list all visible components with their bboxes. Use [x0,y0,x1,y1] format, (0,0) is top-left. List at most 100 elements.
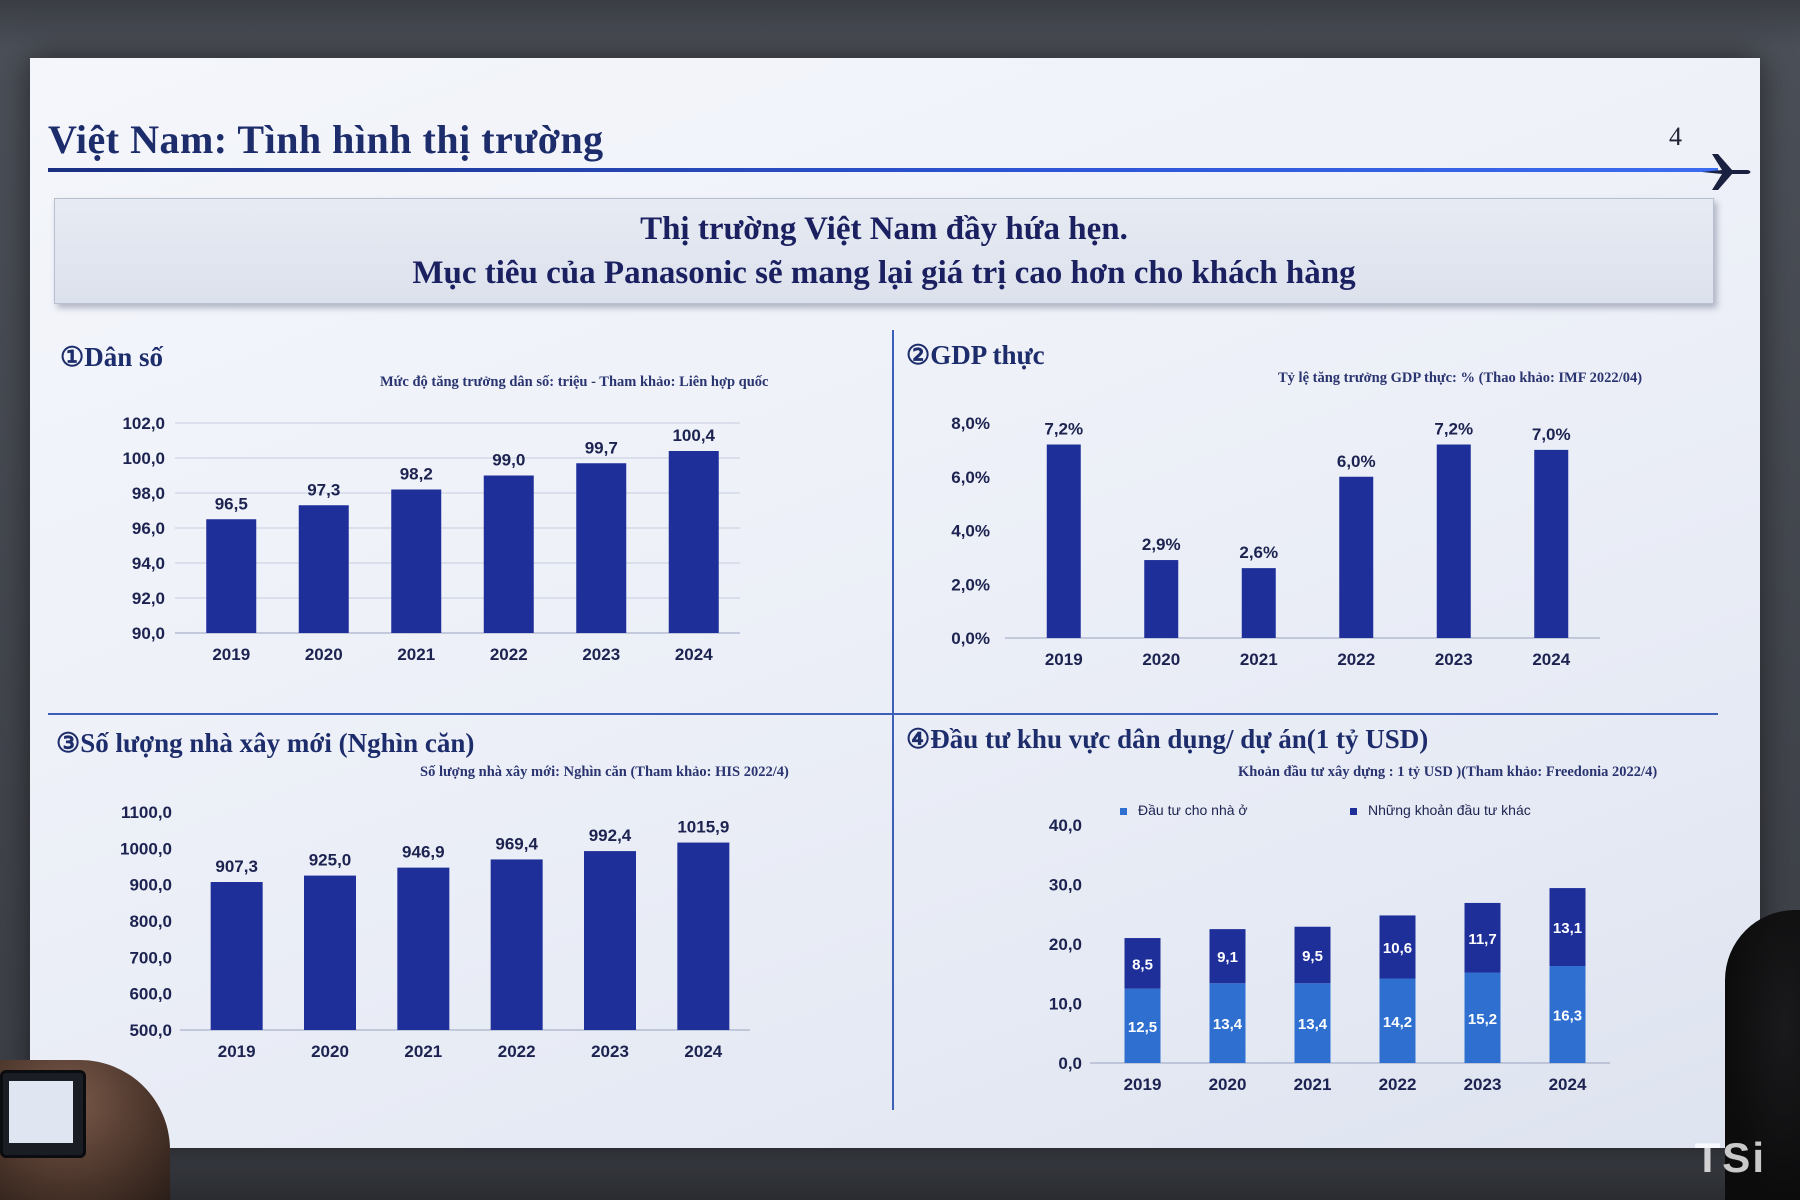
data-label: 1015,9 [677,818,729,837]
horizontal-divider [48,713,1718,715]
data-label: 10,6 [1383,940,1412,957]
x-tick-label: 2021 [1294,1075,1332,1094]
bar-other-2021 [1294,926,1331,984]
bar-other-2024 [1549,888,1586,967]
x-tick-label: 2023 [582,645,620,664]
audience-phone [0,1070,86,1158]
bar-2021 [1241,568,1276,638]
legend-swatch [1350,808,1357,815]
panel-3-title: ③Số lượng nhà xây mới (Nghìn căn) [56,728,475,758]
y-tick-label: 600,0 [129,985,172,1004]
y-tick-label: 1100,0 [121,803,172,822]
y-tick-label: 1000,0 [120,839,172,858]
x-tick-label: 2019 [1045,650,1083,669]
bar-2024 [1534,449,1569,638]
data-label: 946,9 [402,843,445,862]
data-label: 7,0% [1532,425,1571,444]
data-label: 6,0% [1337,452,1376,471]
y-tick-label: 0,0 [1058,1054,1082,1073]
bar-2024 [668,451,719,633]
x-tick-label: 2024 [675,645,713,664]
data-label: 99,7 [585,438,618,457]
projection-screen: Việt Nam: Tình hình thị trường 4 Thị trư… [30,58,1760,1148]
x-tick-label: 2020 [1209,1075,1247,1094]
bar-housing-2024 [1549,966,1586,1063]
y-tick-label: 20,0 [1049,935,1082,954]
x-tick-label: 2019 [1124,1075,1162,1094]
y-tick-label: 94,0 [132,554,165,573]
bar-2021 [397,867,450,1030]
data-label: 15,2 [1468,1011,1497,1028]
panel-3-note: Số lượng nhà xây mới: Nghìn căn (Tham kh… [420,764,789,780]
data-label: 96,5 [215,494,248,513]
x-tick-label: 2021 [1240,650,1278,669]
y-tick-label: 6,0% [951,468,990,487]
bar-2022 [490,859,543,1030]
x-tick-label: 2023 [1435,650,1473,669]
data-label: 992,4 [589,826,632,845]
y-tick-label: 8,0% [951,414,990,433]
y-tick-label: 0,0% [951,629,990,648]
bar-2020 [304,875,356,1030]
panel-2-title: ②GDP thực [906,340,1045,370]
bar-2021 [391,489,442,633]
data-label: 16,3 [1553,1008,1582,1025]
housing-chart: 500,0 600,0 700,0 800,0 900,0 1000,0 1100,0 201… [120,803,750,1061]
x-tick-label: 2024 [684,1042,722,1061]
bar-2020 [298,505,349,633]
data-label: 98,2 [400,465,433,484]
x-tick-label: 2019 [212,645,250,664]
y-tick-label: 30,0 [1049,876,1082,895]
bar-2023 [576,463,627,633]
data-label: 13,1 [1553,920,1582,937]
y-tick-label: 92,0 [132,589,165,608]
y-tick-label: 102,0 [122,414,165,433]
y-tick-label: 900,0 [129,876,172,895]
x-tick-label: 2022 [498,1042,536,1061]
bar-2022 [1339,476,1374,638]
bar-2022 [483,475,534,633]
x-tick-label: 2019 [218,1042,256,1061]
data-label: 2,6% [1239,543,1278,562]
slide-number: 4 [1669,122,1682,151]
bar-housing-2022 [1379,978,1416,1063]
bar-other-2022 [1379,915,1416,979]
population-chart: 90,0 92,0 94,0 96,0 98,0 100,0 102,0 2019 96,5 20… [122,414,740,664]
data-label: 9,5 [1302,948,1323,965]
panel-1-note: Mức độ tăng trưởng dân số: triệu - Tham … [380,374,769,390]
bar-2019 [206,519,257,633]
bar-housing-2019 [1124,988,1161,1063]
bar-other-2019 [1124,938,1161,989]
data-label: 7,2% [1434,420,1473,439]
bar-other-2020 [1209,929,1246,984]
data-label: 14,2 [1383,1014,1412,1031]
bar-housing-2020 [1209,983,1246,1063]
x-tick-label: 2020 [1142,650,1180,669]
data-label: 2,9% [1142,535,1181,554]
data-label: 925,0 [309,851,352,870]
bar-other-2023 [1464,902,1501,973]
bar-2023 [584,851,636,1030]
title-rule [48,168,1718,172]
gdp-chart: 0,0% 2,0% 4,0% 6,0% 8,0% 2019 7,2% 2020 2,9% 2021… [951,414,1600,669]
bar-housing-2023 [1464,972,1501,1063]
bar-2019 [1046,444,1081,638]
investment-chart: 0,0 10,0 20,0 30,0 40,0 2019 12,5 8,5 2020 13,4 9,… [1049,802,1610,1094]
x-tick-label: 2020 [305,645,343,664]
bar-2024 [677,842,730,1030]
x-tick-label: 2021 [404,1042,442,1061]
x-tick-label: 2023 [591,1042,629,1061]
data-label: 7,2% [1044,420,1083,439]
data-label: 907,3 [215,857,258,876]
legend-swatch [1120,808,1127,815]
banner-line-1: Thị trường Việt Nam đầy hứa hẹn. [640,211,1128,247]
x-tick-label: 2022 [1337,650,1375,669]
legend-label: Đầu tư cho nhà ở [1138,802,1248,818]
data-label: 13,4 [1298,1016,1328,1033]
audience-head [1725,910,1800,1200]
data-label: 12,5 [1128,1019,1157,1036]
slide-title: Việt Nam: Tình hình thị trường [48,117,604,162]
x-tick-label: 2024 [1532,650,1570,669]
airplane-icon [1702,154,1751,190]
data-label: 9,1 [1217,949,1238,966]
